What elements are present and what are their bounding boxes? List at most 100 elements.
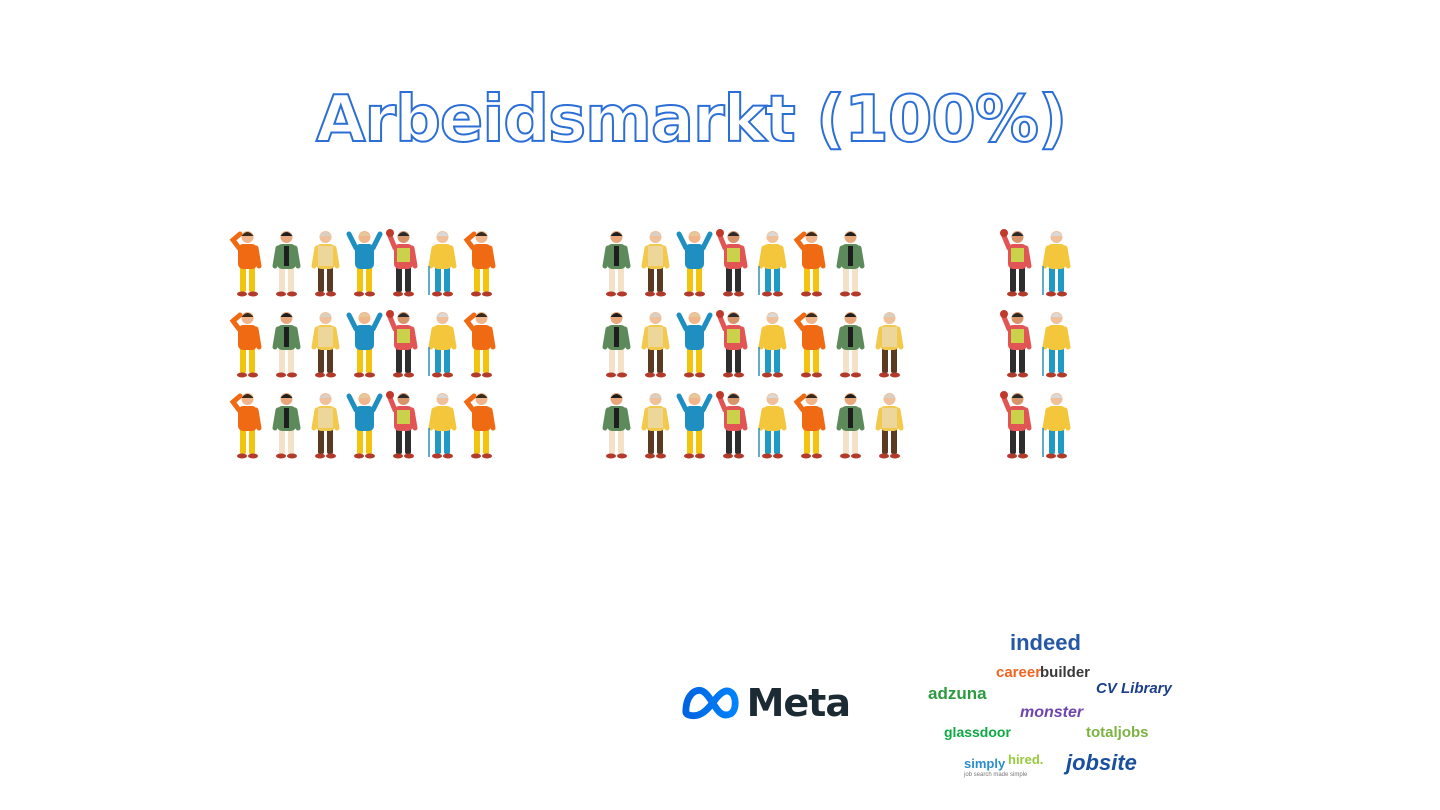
person-figure xyxy=(753,228,792,298)
person-icon xyxy=(463,231,496,297)
person-icon xyxy=(428,393,457,459)
meta-logo: Meta xyxy=(680,680,851,726)
person-figure xyxy=(267,228,306,298)
person-figure xyxy=(228,309,267,379)
person-figure xyxy=(384,309,423,379)
person-icon xyxy=(311,312,340,378)
person-figure xyxy=(1037,309,1076,379)
person-figure xyxy=(267,309,306,379)
person-icon xyxy=(311,393,340,459)
person-figure xyxy=(384,390,423,460)
person-figure xyxy=(870,309,909,379)
person-figure xyxy=(345,390,384,460)
person-icon xyxy=(793,231,826,297)
person-figure xyxy=(753,309,792,379)
person-icon xyxy=(1000,310,1032,378)
person-figure xyxy=(675,309,714,379)
person-figure xyxy=(597,228,636,298)
person-figure xyxy=(462,228,501,298)
person-icon xyxy=(272,231,301,297)
person-figure xyxy=(462,390,501,460)
workforce-group-right xyxy=(998,228,1076,471)
figure-row xyxy=(597,228,909,298)
person-figure xyxy=(384,228,423,298)
person-icon xyxy=(1042,312,1071,378)
person-icon xyxy=(346,231,383,297)
person-figure xyxy=(423,390,462,460)
glassdoor-logo: glassdoor xyxy=(944,724,1011,740)
person-icon xyxy=(386,391,418,459)
figure-row xyxy=(597,309,909,379)
person-icon xyxy=(346,393,383,459)
adzuna-logo: adzuna xyxy=(928,684,987,703)
indeed-logo: indeed xyxy=(1010,630,1081,655)
figure-row xyxy=(998,390,1076,460)
simplyhired-logo-part2: hired. xyxy=(1008,752,1044,767)
person-icon xyxy=(716,310,748,378)
person-figure xyxy=(831,228,870,298)
person-icon xyxy=(758,231,787,297)
person-icon xyxy=(428,231,457,297)
figure-row xyxy=(998,228,1076,298)
meta-infinity-icon xyxy=(682,686,739,720)
person-icon xyxy=(641,312,670,378)
person-icon xyxy=(463,393,496,459)
person-figure xyxy=(267,390,306,460)
person-icon xyxy=(602,312,631,378)
person-figure xyxy=(306,228,345,298)
person-figure xyxy=(423,228,462,298)
person-icon xyxy=(676,231,713,297)
person-figure xyxy=(714,390,753,460)
person-figure xyxy=(792,309,831,379)
person-icon xyxy=(1042,231,1071,297)
person-icon xyxy=(346,312,383,378)
person-icon xyxy=(386,229,418,297)
page-title: Arbeidsmarkt (100%) xyxy=(315,82,1068,158)
careerbuilder-logo-part1: career xyxy=(996,664,1042,681)
person-figure xyxy=(306,390,345,460)
person-icon xyxy=(641,393,670,459)
simplyhired-tagline: job search made simple xyxy=(964,772,1028,778)
person-icon xyxy=(272,312,301,378)
person-icon xyxy=(428,312,457,378)
person-figure xyxy=(306,309,345,379)
person-icon xyxy=(836,312,865,378)
figure-row xyxy=(597,390,909,460)
person-icon xyxy=(1000,229,1032,297)
person-figure xyxy=(228,228,267,298)
person-icon xyxy=(229,312,262,378)
person-icon xyxy=(793,393,826,459)
monster-logo: monster xyxy=(1020,704,1084,721)
person-icon xyxy=(716,391,748,459)
person-figure xyxy=(675,390,714,460)
person-figure xyxy=(675,228,714,298)
figure-row xyxy=(998,309,1076,379)
person-icon xyxy=(875,393,904,459)
person-figure xyxy=(998,228,1037,298)
person-icon xyxy=(463,312,496,378)
figure-row xyxy=(228,309,501,379)
person-icon xyxy=(1042,393,1071,459)
simplyhired-logo-part1: simply xyxy=(964,756,1006,771)
person-icon xyxy=(229,393,262,459)
person-figure xyxy=(423,309,462,379)
person-icon xyxy=(716,229,748,297)
person-figure xyxy=(714,228,753,298)
person-figure xyxy=(345,309,384,379)
job-board-logos: indeed career builder CV Library adzuna … xyxy=(920,628,1190,788)
person-icon xyxy=(758,393,787,459)
person-figure xyxy=(597,309,636,379)
person-icon xyxy=(836,231,865,297)
person-figure xyxy=(597,390,636,460)
person-icon xyxy=(836,393,865,459)
person-icon xyxy=(676,312,713,378)
person-icon xyxy=(386,310,418,378)
person-figure xyxy=(831,390,870,460)
cvlibrary-logo: CV Library xyxy=(1096,680,1172,697)
person-figure xyxy=(753,390,792,460)
person-icon xyxy=(602,393,631,459)
careerbuilder-logo-part2: builder xyxy=(1040,664,1091,681)
workforce-group-middle xyxy=(597,228,909,471)
person-figure xyxy=(998,390,1037,460)
meta-logo-text: Meta xyxy=(746,681,851,725)
